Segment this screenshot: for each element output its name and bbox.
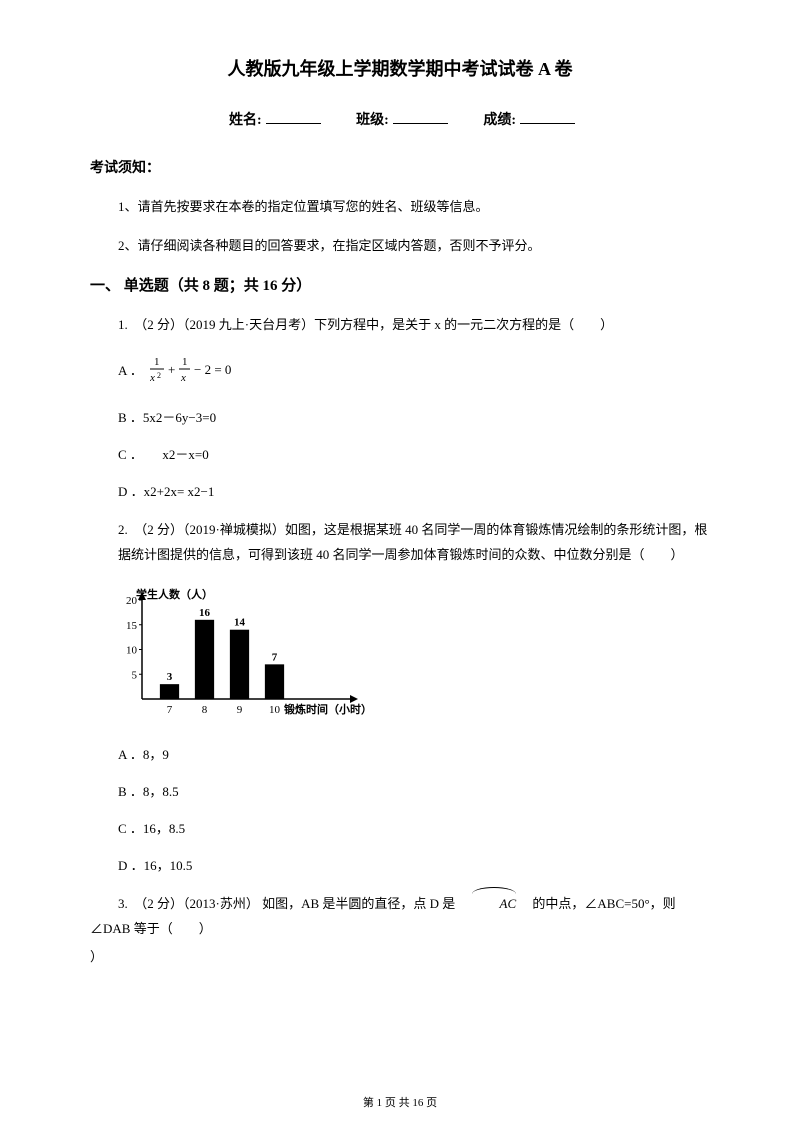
q2-choice-d: D ．16，10.5 [118,855,710,874]
name-underline [266,123,321,124]
score-label: 成绩: [483,113,516,128]
q1-choice-c: C ． x2－x=0 [118,444,710,463]
svg-text:3: 3 [167,671,173,683]
svg-text:20: 20 [126,595,138,607]
q2-stem: 2. （2 分）（2019·禅城模拟）如图，这是根据某班 40 名同学一周的体育… [118,518,710,567]
q2-bar-chart: 学生人数（人）510152037168149710锻炼时间（小时） [112,586,710,726]
svg-text:学生人数（人）: 学生人数（人） [136,587,213,601]
svg-text:5: 5 [132,669,138,681]
class-label: 班级: [356,113,389,128]
q1-a-prefix: A ． [118,363,143,378]
q1-choice-b: B ．5x2－6y−3=0 [118,407,710,426]
q2-choice-b: B ．8，8.5 [118,781,710,800]
rule-1: 1、请首先按要求在本卷的指定位置填写您的姓名、班级等信息。 [118,195,710,218]
svg-text:1: 1 [154,356,160,368]
q2-choice-a: A ．8，9 [118,744,710,763]
svg-text:2: 2 [157,371,161,380]
score-underline [520,123,575,124]
svg-text:8: 8 [202,704,208,716]
q1-choice-a: A ． 1 x 2 + 1 x − 2 = 0 [118,355,710,389]
svg-text:7: 7 [272,651,278,663]
svg-text:7: 7 [167,704,173,716]
svg-text:10: 10 [126,644,138,656]
name-label: 姓名: [229,113,262,128]
svg-text:− 2 = 0: − 2 = 0 [194,362,231,377]
svg-text:16: 16 [199,607,211,619]
page-footer: 第 1 页 共 16 页 [0,1094,800,1110]
svg-text:9: 9 [237,704,243,716]
part-1-head: 一、 单选题（共 8 题；共 16 分） [90,274,710,295]
svg-text:+: + [168,362,175,377]
arc-ac: AC [472,892,517,917]
student-info-line: 姓名: 班级: 成绩: [90,109,710,129]
svg-text:10: 10 [269,704,281,716]
q3-stem: 3. （2 分）（2013·苏州） 如图，AB 是半圆的直径，点 D 是 AC … [90,892,710,941]
svg-text:x: x [150,372,155,384]
bar-chart-svg: 学生人数（人）510152037168149710锻炼时间（小时） [112,586,372,721]
svg-text:15: 15 [126,620,138,632]
q1-choice-d: D ．x2+2x= x2−1 [118,481,710,500]
q1-a-equation: 1 x 2 + 1 x − 2 = 0 [150,355,260,389]
exam-notice-head: 考试须知： [90,157,710,177]
svg-text:14: 14 [234,617,246,629]
rule-2: 2、请仔细阅读各种题目的回答要求，在指定区域内答题，否则不予评分。 [118,234,710,257]
q3-close-paren: ） [90,945,710,970]
svg-text:1: 1 [182,356,188,368]
svg-text:x: x [180,372,186,384]
q2-choice-c: C ．16，8.5 [118,818,710,837]
class-underline [393,123,448,124]
svg-text:锻炼时间（小时）: 锻炼时间（小时） [284,702,372,716]
q3-stem-p1: 3. （2 分）（2013·苏州） 如图，AB 是半圆的直径，点 D 是 [118,896,468,911]
q1-stem: 1. （2 分）（2019 九上·天台月考）下列方程中，是关于 x 的一元二次方… [118,313,710,338]
page-title: 人教版九年级上学期数学期中考试试卷 A 卷 [90,55,710,81]
